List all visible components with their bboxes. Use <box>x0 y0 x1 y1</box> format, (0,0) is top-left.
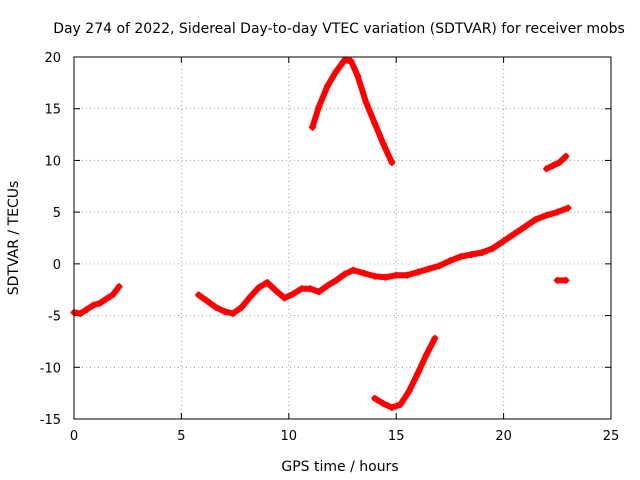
data-point <box>332 67 340 75</box>
data-point <box>349 266 357 274</box>
y-tick-label: -5 <box>48 310 61 325</box>
data-point <box>362 99 370 107</box>
series-segment-2 <box>195 205 571 317</box>
data-point <box>549 162 557 170</box>
y-tick-label: -15 <box>40 413 61 428</box>
data-point <box>371 119 379 127</box>
data-point <box>467 251 475 259</box>
x-tick-label: 5 <box>177 429 185 444</box>
data-point <box>543 211 551 219</box>
data-point <box>489 244 497 252</box>
data-point <box>96 299 104 307</box>
data-point <box>229 310 237 318</box>
x-tick-label: 25 <box>603 429 620 444</box>
data-series <box>70 56 572 412</box>
y-tick-label: 0 <box>53 258 61 273</box>
data-point <box>281 294 289 302</box>
data-point <box>255 284 263 292</box>
data-point <box>246 293 254 301</box>
data-point <box>403 271 411 279</box>
y-tick-label: 15 <box>44 103 61 118</box>
data-point <box>371 394 379 402</box>
data-point <box>89 301 97 309</box>
data-point <box>360 269 368 277</box>
data-point <box>510 230 518 238</box>
data-point <box>435 262 443 270</box>
data-point <box>405 387 413 395</box>
data-point <box>555 158 563 166</box>
data-point <box>553 276 561 284</box>
series-segment-4 <box>371 335 438 411</box>
data-point <box>272 287 280 295</box>
data-point <box>379 399 387 407</box>
series-segment-1 <box>71 283 123 317</box>
data-point <box>76 310 84 318</box>
y-tick-label: 5 <box>53 206 61 221</box>
data-point <box>109 291 117 299</box>
data-point <box>446 257 454 265</box>
data-point <box>379 140 387 148</box>
data-point <box>381 273 389 281</box>
data-point <box>341 56 349 64</box>
data-point <box>83 305 91 313</box>
data-point <box>521 223 529 231</box>
data-point <box>371 272 379 280</box>
data-point <box>220 307 228 315</box>
data-point <box>553 208 561 216</box>
data-point <box>315 103 323 111</box>
data-point <box>308 123 316 131</box>
data-point <box>263 278 271 286</box>
data-point <box>341 270 349 278</box>
x-axis-label: GPS time / hours <box>281 459 398 475</box>
x-tick-label: 10 <box>281 429 298 444</box>
data-point <box>238 303 246 311</box>
data-point <box>102 295 110 303</box>
data-point <box>323 282 331 290</box>
data-point <box>392 271 400 279</box>
data-point <box>347 57 355 65</box>
data-point <box>115 283 123 291</box>
y-tick-label: -10 <box>40 361 61 376</box>
data-point <box>298 285 306 293</box>
data-point <box>396 401 404 409</box>
data-point <box>354 72 362 80</box>
data-point <box>414 369 422 377</box>
data-point <box>306 285 314 293</box>
data-point <box>388 158 396 166</box>
data-point <box>332 276 340 284</box>
y-tick-label: 20 <box>44 51 61 66</box>
data-point <box>422 351 430 359</box>
data-point <box>562 276 570 284</box>
series-segment-3 <box>309 57 395 166</box>
data-point <box>414 268 422 276</box>
series-segment-5 <box>543 153 569 172</box>
data-point <box>431 334 439 342</box>
chart-title: Day 274 of 2022, Sidereal Day-to-day VTE… <box>53 21 625 37</box>
data-point <box>388 404 396 412</box>
data-point <box>195 291 203 299</box>
data-point <box>323 82 331 90</box>
data-point <box>424 265 432 273</box>
data-point <box>203 297 211 305</box>
y-tick-label: 10 <box>44 154 61 169</box>
data-point <box>212 303 220 311</box>
axis-ticks: 0 5 10 15 20 25 -15 -10 -5 0 5 10 15 20 <box>40 51 620 444</box>
data-point <box>564 204 572 212</box>
data-point <box>289 290 297 298</box>
x-tick-label: 15 <box>388 429 405 444</box>
x-tick-label: 20 <box>495 429 512 444</box>
x-tick-label: 0 <box>70 429 78 444</box>
data-point <box>478 248 486 256</box>
data-point <box>532 215 540 223</box>
data-point <box>457 253 465 261</box>
plot-frame <box>73 56 612 420</box>
y-axis-label: SDTVAR / TECUs <box>6 181 22 296</box>
data-point <box>500 237 508 245</box>
grid-lines <box>74 57 611 419</box>
data-point <box>562 152 570 160</box>
data-point <box>543 165 551 173</box>
data-point <box>315 288 323 296</box>
